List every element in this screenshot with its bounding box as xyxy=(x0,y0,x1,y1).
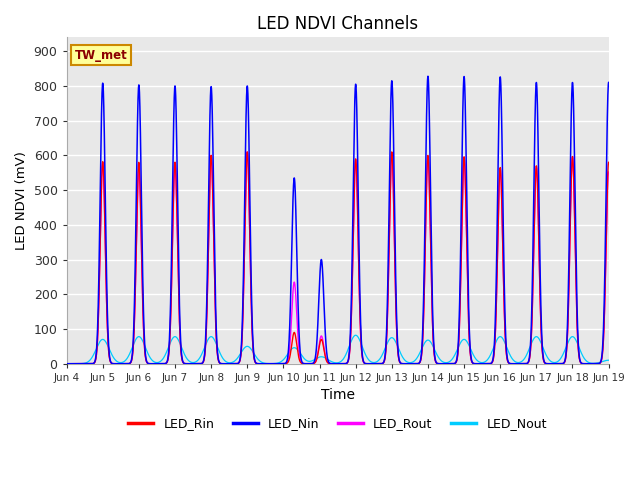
Title: LED NDVI Channels: LED NDVI Channels xyxy=(257,15,418,33)
X-axis label: Time: Time xyxy=(321,388,355,402)
Legend: LED_Rin, LED_Nin, LED_Rout, LED_Nout: LED_Rin, LED_Nin, LED_Rout, LED_Nout xyxy=(124,412,552,435)
Y-axis label: LED NDVI (mV): LED NDVI (mV) xyxy=(15,151,28,250)
Text: TW_met: TW_met xyxy=(75,49,127,62)
